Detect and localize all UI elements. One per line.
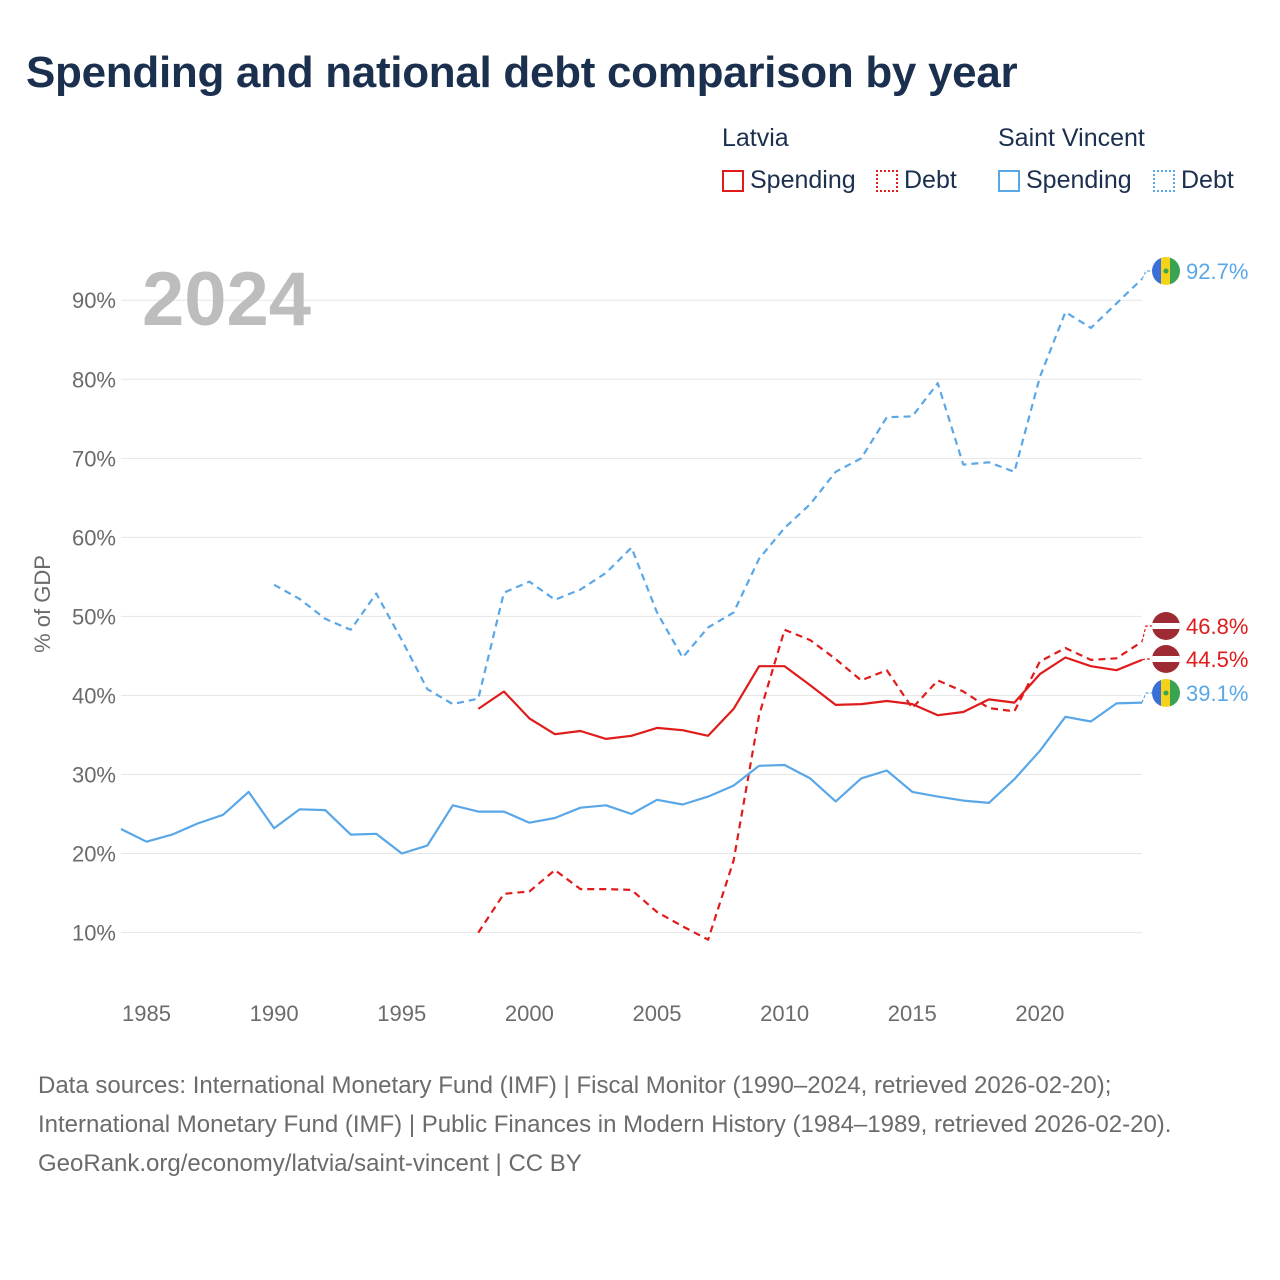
label-connector <box>1141 625 1152 642</box>
series-line-latvia-debt[interactable] <box>477 628 1143 941</box>
series-line-latvia-spending[interactable] <box>477 656 1143 740</box>
end-label-saint-vincent-spending: 39.1% <box>1186 681 1248 706</box>
legend-label: Spending <box>1026 166 1132 194</box>
x-tick-label: 1995 <box>377 1001 426 1026</box>
series-line-saint-vincent-spending[interactable] <box>120 701 1143 855</box>
y-tick-label: 30% <box>72 762 116 787</box>
y-tick-label: 10% <box>72 921 116 946</box>
footer: Data sources: International Monetary Fun… <box>38 1066 1238 1183</box>
x-tick-label: 2005 <box>633 1001 682 1026</box>
latvia-flag-icon <box>1152 645 1180 673</box>
legend-latvia-spending[interactable]: Spending <box>722 166 856 195</box>
label-connector <box>1141 270 1152 280</box>
legend-group-latvia: Latvia <box>722 124 789 152</box>
x-tick-label: 1990 <box>250 1001 299 1026</box>
y-axis-label: % of GDP <box>30 555 55 653</box>
year-stamp: 2024 <box>142 257 312 342</box>
legend-swatch-dotted-blue <box>1153 169 1175 192</box>
saint-vincent-flag-icon <box>1152 257 1180 285</box>
y-tick-label: 40% <box>72 683 116 708</box>
legend-saint-vincent-debt[interactable]: Debt <box>1153 166 1234 195</box>
end-label-latvia-debt: 46.8% <box>1186 614 1248 639</box>
line-chart: 10% 20% 30% 40% 50% 60% 70% 80% 90% 1985 1990 1995… <box>30 257 1248 1026</box>
legend-latvia-debt[interactable]: Debt <box>876 166 957 195</box>
x-tick-label: 2020 <box>1015 1001 1064 1026</box>
data-sources: Data sources: International Monetary Fun… <box>38 1072 1172 1138</box>
y-tick-label: 20% <box>72 842 116 867</box>
series-line-saint-vincent-debt[interactable] <box>273 278 1143 706</box>
page-title: Spending and national debt comparison by… <box>26 48 1018 97</box>
legend-label: Debt <box>1181 166 1234 194</box>
legend-group-saint-vincent: Saint Vincent <box>998 124 1145 152</box>
x-tick-label: 2000 <box>505 1001 554 1026</box>
y-tick-label: 60% <box>72 525 116 550</box>
y-tick-label: 80% <box>72 367 116 392</box>
legend-saint-vincent-spending[interactable]: Spending <box>998 166 1132 195</box>
legend-label: Debt <box>904 166 957 194</box>
end-label-saint-vincent-debt: 92.7% <box>1186 259 1248 284</box>
label-connector <box>1141 692 1152 703</box>
legend-swatch-dotted-red <box>876 169 898 192</box>
label-connector <box>1141 658 1152 661</box>
x-tick-label: 2010 <box>760 1001 809 1026</box>
legend-swatch-solid-red <box>722 169 744 192</box>
credit-link[interactable]: GeoRank.org/economy/latvia/saint-vincent… <box>38 1150 582 1177</box>
y-tick-label: 90% <box>72 288 116 313</box>
latvia-flag-icon <box>1152 612 1180 640</box>
y-tick-label: 50% <box>72 604 116 629</box>
legend-swatch-solid-blue <box>998 169 1020 192</box>
end-label-latvia-spending: 44.5% <box>1186 647 1248 672</box>
y-tick-label: 70% <box>72 446 116 471</box>
saint-vincent-flag-icon <box>1152 679 1180 707</box>
x-tick-label: 1985 <box>122 1001 171 1026</box>
x-tick-label: 2015 <box>888 1001 937 1026</box>
legend-label: Spending <box>750 166 856 194</box>
